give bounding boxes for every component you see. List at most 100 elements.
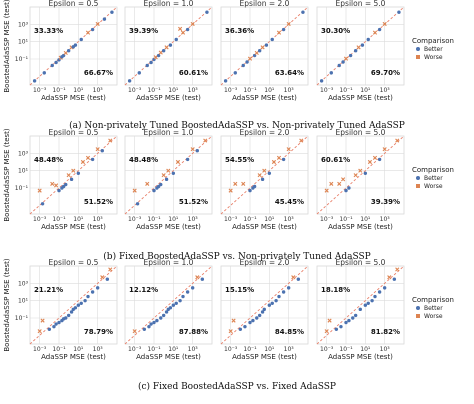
x-tick-label: 10¹: [73, 216, 84, 223]
data-point-better: [135, 202, 140, 206]
y-axis-label: BoostedAdaSSP MSE (test): [3, 0, 11, 93]
data-point-worse: [299, 138, 304, 143]
data-point-worse: [203, 138, 208, 143]
data-point-worse: [231, 318, 236, 323]
lower-percentage: 51.52%: [179, 198, 208, 206]
data-point-better: [57, 188, 61, 193]
legend-marker-better: [416, 176, 420, 180]
y-tick-label: 10³: [18, 21, 29, 28]
y-tick-label: 10³: [18, 150, 29, 157]
x-tick-label: 10⁻³: [320, 346, 334, 353]
y-tick-label: 10⁻¹: [15, 56, 29, 63]
data-point-better: [339, 324, 343, 329]
data-point-better: [50, 63, 54, 68]
legend-marker-worse: [416, 314, 420, 318]
y-tick-label: 10¹: [18, 39, 29, 46]
lower-percentage: 60.61%: [179, 69, 208, 77]
data-point-better: [358, 307, 362, 312]
data-point-better: [243, 324, 247, 329]
x-axis-label: AdaSSP MSE (test): [328, 353, 393, 361]
x-tick-label: 10¹: [168, 216, 179, 223]
x-tick-label: 10⁻¹: [339, 87, 353, 94]
data-point-worse: [291, 275, 296, 280]
data-point-better: [337, 63, 341, 68]
legend-item-label: Better: [424, 46, 443, 53]
data-point-better: [347, 186, 351, 190]
legend-item-label: Worse: [424, 183, 443, 190]
panel-title: Epsilon = 5.0: [336, 128, 386, 137]
data-point-better: [270, 301, 274, 305]
x-tick-label: 10¹: [73, 87, 84, 94]
lower-percentage: 51.52%: [84, 198, 113, 206]
data-point-worse: [382, 147, 387, 152]
lower-percentage: 66.67%: [84, 69, 113, 77]
figure-row-1: BoostedAdaSSP MSE (test) Epsilon = 0.5 10⁻…: [3, 0, 454, 131]
data-point-better: [366, 37, 370, 42]
y-tick-label: 10¹: [18, 298, 29, 305]
upper-percentage: 15.15%: [225, 286, 254, 294]
data-point-better: [248, 188, 252, 193]
data-point-worse: [228, 188, 233, 193]
data-point-better: [171, 303, 176, 307]
data-point-better: [397, 10, 401, 14]
data-point-better: [164, 310, 169, 314]
data-point-worse: [37, 329, 42, 334]
data-point-better: [200, 277, 205, 281]
x-tick-label: 10¹: [264, 216, 275, 223]
x-tick-label: 10⁻³: [128, 87, 142, 94]
x-tick-label: 10¹: [168, 346, 179, 353]
data-point-better: [155, 318, 159, 323]
data-point-better: [102, 17, 107, 21]
data-point-better: [174, 37, 178, 42]
x-tick-label: 10⁻³: [128, 216, 142, 223]
data-point-worse: [100, 275, 105, 280]
data-point-worse: [276, 30, 282, 35]
x-axis-label: AdaSSP MSE (test): [232, 353, 297, 361]
reference-line: [316, 135, 405, 215]
data-point-better: [274, 298, 278, 303]
data-point-better: [73, 306, 78, 310]
x-tick-label: 10⁻¹: [243, 346, 257, 353]
upper-percentage: 60.61%: [321, 156, 350, 164]
panel-title: Epsilon = 1.0: [144, 258, 194, 267]
data-point-worse: [95, 147, 100, 152]
data-point-better: [137, 71, 141, 75]
x-tick-label: 10³: [284, 87, 295, 94]
data-point-better: [233, 71, 237, 75]
data-point-better: [152, 188, 156, 193]
data-point-better: [90, 27, 95, 32]
data-point-worse: [228, 329, 233, 334]
x-tick-label: 10⁻³: [33, 346, 47, 353]
data-point-worse: [241, 181, 246, 186]
x-tick-label: 10⁻¹: [147, 346, 161, 353]
x-tick-label: 10⁻¹: [52, 216, 66, 223]
data-point-worse: [63, 50, 68, 56]
data-point-better: [73, 43, 78, 47]
data-point-worse: [145, 181, 150, 186]
data-point-better: [95, 286, 100, 290]
x-tick-label: 10³: [188, 87, 199, 94]
data-point-better: [257, 49, 262, 53]
data-point-better: [351, 316, 355, 320]
lower-percentage: 81.82%: [371, 328, 400, 336]
data-point-better: [353, 313, 358, 318]
data-point-better: [223, 79, 228, 83]
lower-percentage: 39.39%: [371, 198, 400, 206]
data-point-better: [262, 307, 266, 312]
data-point-better: [64, 316, 68, 320]
data-point-better: [353, 49, 358, 53]
data-point-better: [341, 60, 345, 64]
data-point-worse: [153, 55, 158, 60]
data-point-better: [161, 313, 166, 318]
reference-line: [29, 135, 118, 215]
data-point-better: [382, 286, 387, 290]
x-tick-label: 10¹: [360, 346, 371, 353]
data-point-better: [42, 71, 46, 75]
data-point-worse: [108, 267, 113, 272]
data-point-worse: [271, 159, 277, 165]
data-point-better: [281, 290, 286, 294]
data-point-better: [360, 43, 365, 47]
data-point-better: [366, 301, 370, 305]
